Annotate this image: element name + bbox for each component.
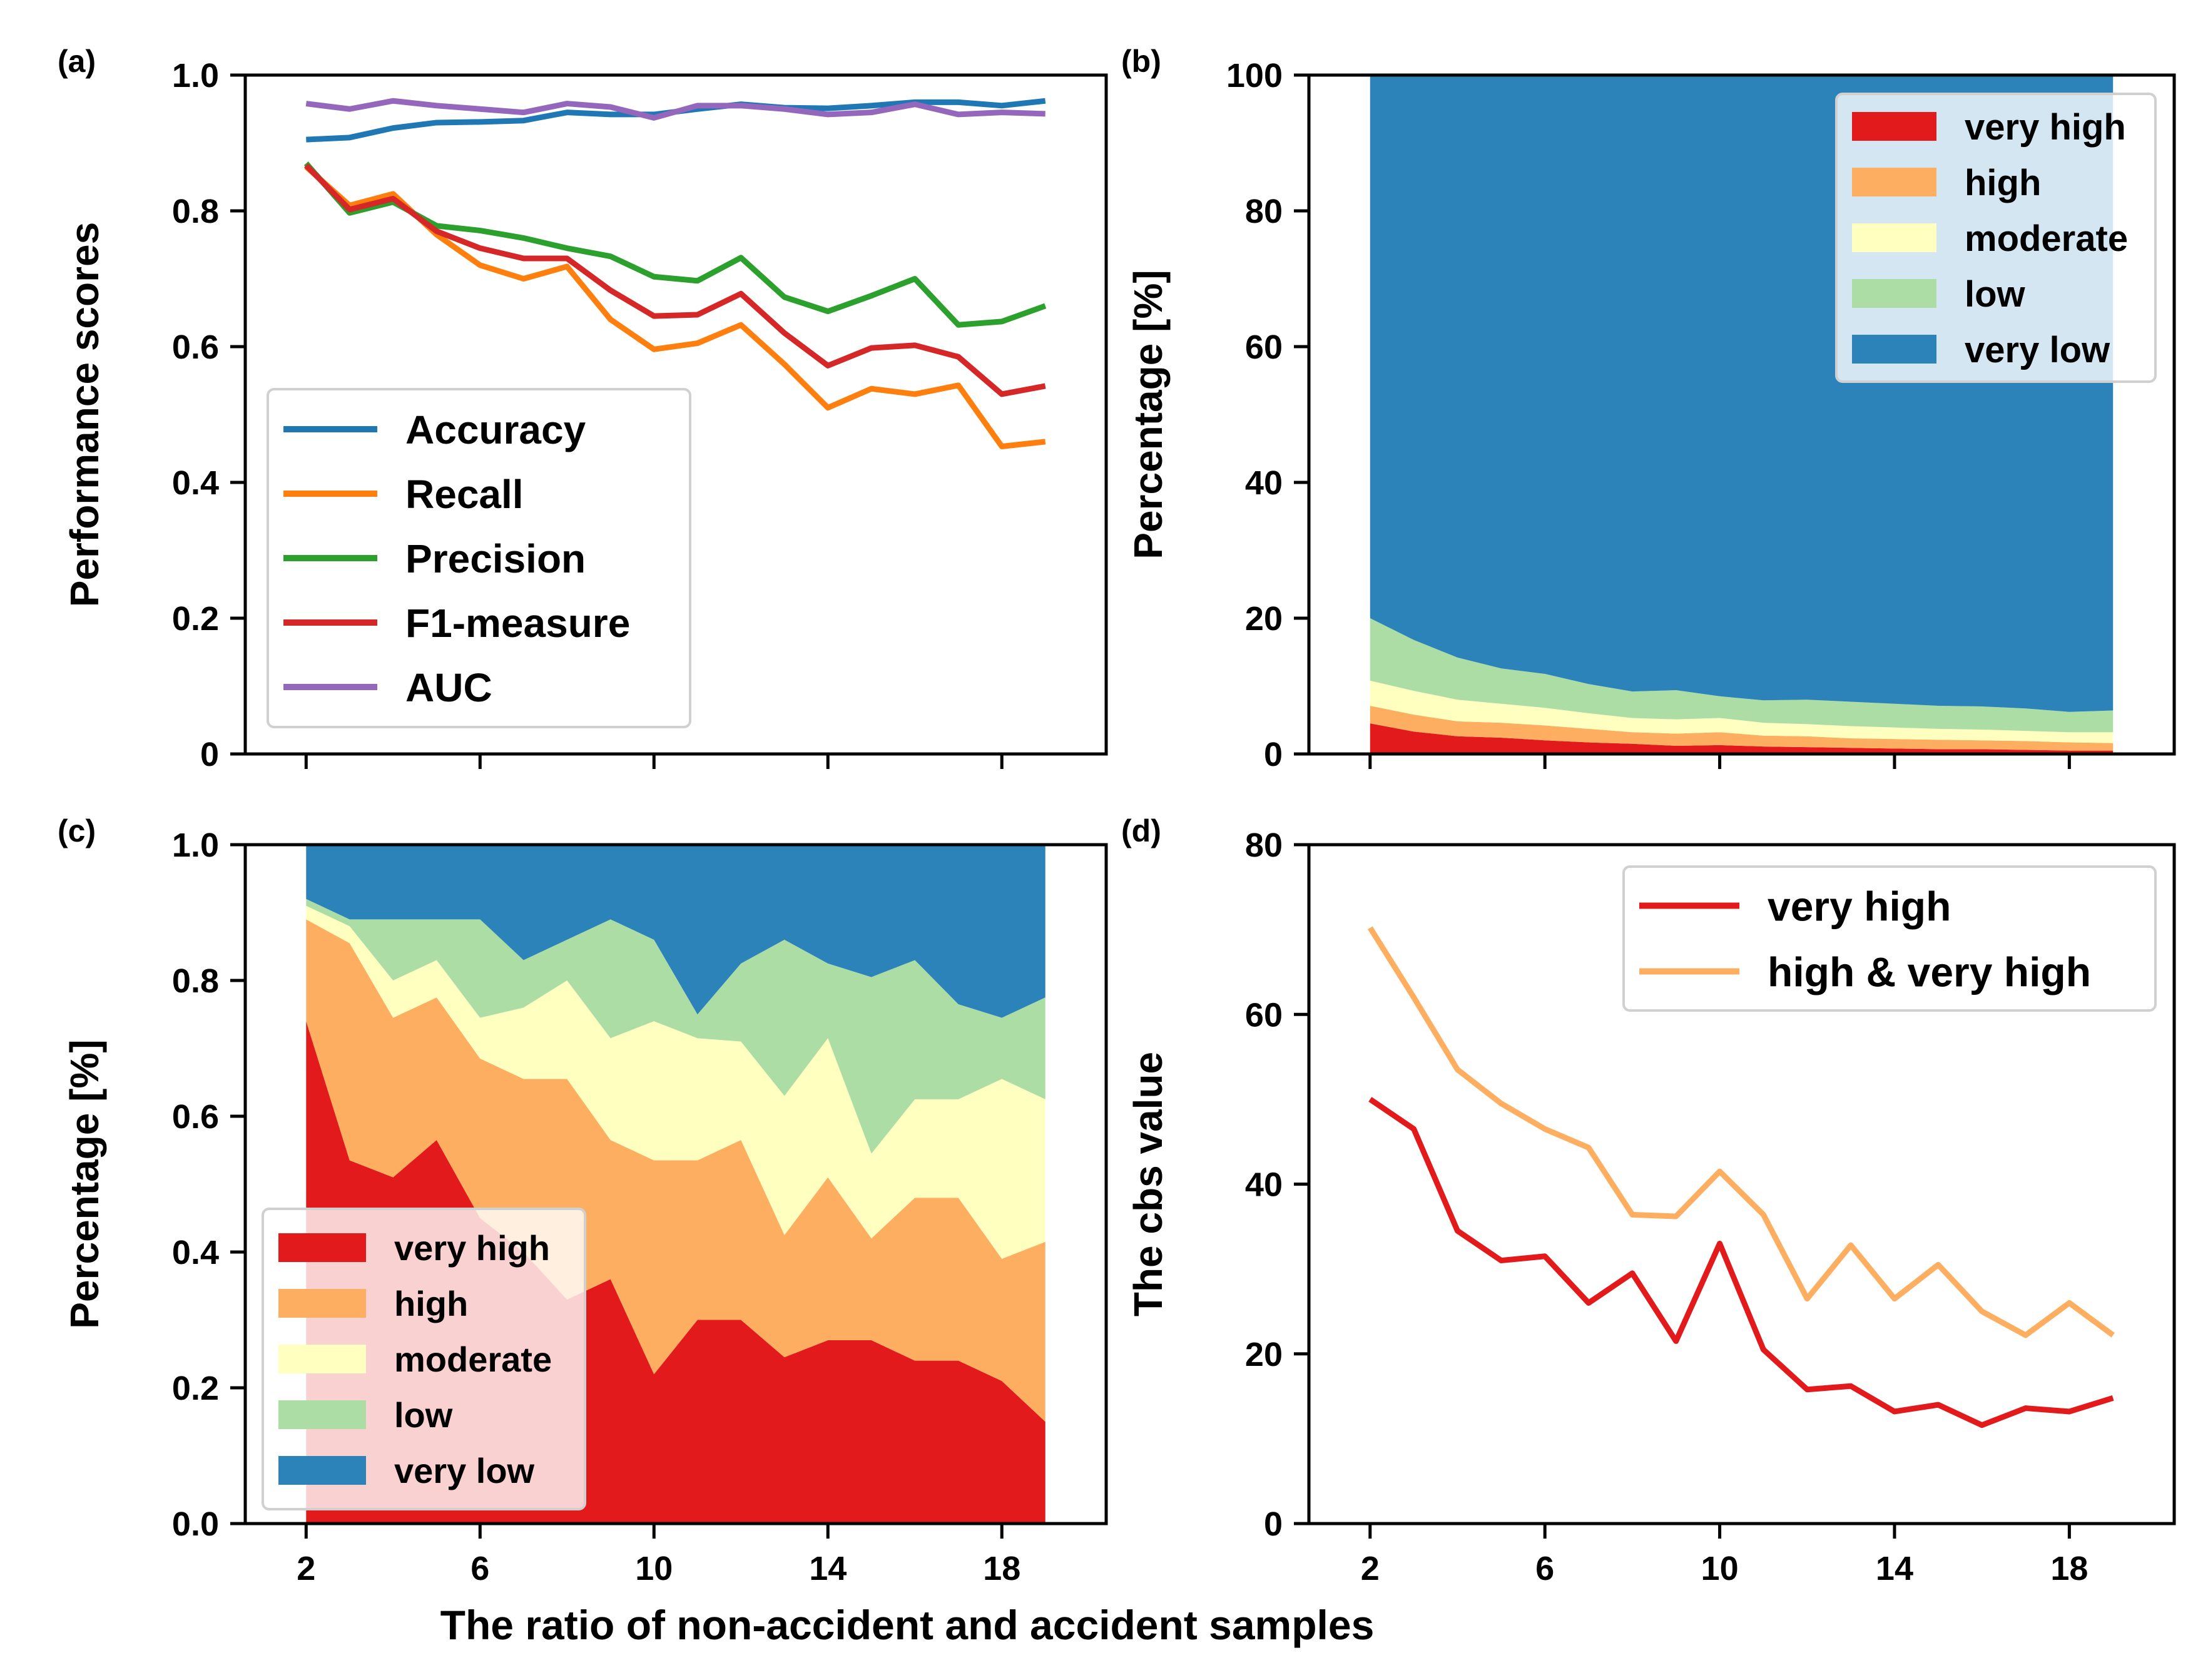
legend-swatch-high-panel-c	[278, 1289, 366, 1318]
x-tick-label-panel-d: 6	[1535, 1550, 1554, 1587]
x-tick-label-panel-c: 18	[983, 1550, 1020, 1587]
y-tick-label-panel-d: 0	[1264, 1505, 1283, 1543]
legend-label-panel-c: very low	[394, 1451, 535, 1490]
legend-label-panel-a: Precision	[405, 536, 586, 581]
legend-box-panel-a	[267, 388, 691, 728]
legend-label-panel-c: very high	[394, 1228, 550, 1268]
panel-label-a: (a)	[58, 44, 96, 79]
y-tick-label-panel-c: 0.6	[172, 1098, 219, 1136]
y-tick-label-panel-b: 60	[1245, 328, 1283, 366]
x-tick-label-panel-c: 2	[297, 1550, 315, 1587]
legend-label-panel-c: high	[394, 1284, 468, 1323]
area-very-high-panel-b	[1370, 723, 2114, 754]
panels-group: 0 0.2 0.4 0.6 0.8 1.0 Performance scores (a) Acc…	[58, 44, 2176, 1587]
legend-label-panel-c: low	[394, 1395, 453, 1435]
legend-label-panel-b: very low	[1965, 330, 2110, 370]
area-low-panel-b	[1370, 618, 2114, 733]
y-tick-label-panel-a: 1.0	[172, 57, 219, 94]
y-tick-label-panel-a: 0.8	[172, 193, 219, 230]
x-tick-label-panel-d: 10	[1701, 1550, 1739, 1587]
x-tick-label-panel-c: 14	[809, 1550, 847, 1587]
axes-frame-panel-b	[1307, 73, 2176, 756]
panel-b: 0 20 40 60 80 100 Percentage [%] (b) very high hi…	[1121, 44, 2176, 773]
legend-swatch-low-panel-b	[1852, 279, 1936, 308]
legend-label-panel-b: very high	[1965, 107, 2126, 148]
legend-label-panel-c: moderate	[394, 1340, 552, 1379]
legend-box-panel-c	[262, 1208, 586, 1510]
panel-label-c: (c)	[58, 813, 96, 848]
legend-box-panel-d	[1622, 865, 2157, 1012]
y-axis-label-panel-b: Percentage [%]	[1126, 270, 1171, 559]
y-tick-label-panel-a: 0	[200, 736, 219, 773]
x-tick-label-panel-d: 14	[1876, 1550, 1913, 1587]
y-tick-label-panel-b: 0	[1264, 736, 1283, 773]
y-tick-label-panel-b: 40	[1245, 464, 1283, 502]
y-tick-label-panel-d: 80	[1245, 827, 1283, 864]
legend-swatch-moderate-panel-b	[1852, 223, 1936, 252]
line-precision-panel-a	[303, 161, 1047, 328]
line-high-very-high-panel-d	[1367, 926, 2115, 1338]
panel-c: 2 6 10 14 18 0.0 0.2 0.4 0.6 0.8 1.0 Percentage [%]…	[58, 813, 1108, 1587]
y-tick-label-panel-c: 0.8	[172, 962, 219, 1000]
legend-swatch-very-high-panel-b	[1852, 112, 1936, 141]
legend-label-panel-a: Recall	[405, 472, 524, 517]
y-tick-label-panel-d: 60	[1245, 996, 1283, 1034]
legend-panel-b: very high high moderate low very low	[1835, 93, 2157, 383]
area-moderate-panel-c	[306, 905, 1045, 1259]
y-axis-label-panel-c: Percentage [%]	[62, 1039, 107, 1328]
legend-box-panel-b	[1835, 93, 2157, 383]
area-very-low-panel-c	[306, 845, 1045, 1018]
legend-label-panel-d: high & very high	[1768, 949, 2091, 995]
x-tick-label-panel-d: 2	[1361, 1550, 1380, 1587]
y-tick-label-panel-a: 0.6	[172, 328, 219, 366]
area-high-panel-c	[306, 919, 1045, 1422]
legend-label-panel-b: low	[1965, 274, 2026, 315]
panel-a: 0 0.2 0.4 0.6 0.8 1.0 Performance scores (a) Acc…	[58, 44, 1108, 773]
x-tick-label-panel-c: 10	[635, 1550, 673, 1587]
legend-swatch-very-low-panel-c	[278, 1456, 366, 1485]
panel-label-d: (d)	[1121, 813, 1161, 848]
legend-label-panel-a: AUC	[405, 665, 492, 710]
x-tick-label-panel-c: 6	[471, 1550, 489, 1587]
line-auc-panel-a	[305, 98, 1045, 121]
y-tick-label-panel-c: 1.0	[172, 827, 219, 864]
legend-label-panel-a: Accuracy	[405, 407, 586, 452]
legend-panel-d: very high high & very high	[1622, 865, 2157, 1012]
area-high-panel-b	[1370, 705, 2114, 751]
area-low-panel-c	[306, 899, 1045, 1154]
legend-label-panel-b: moderate	[1965, 218, 2128, 259]
legend-label-panel-d: very high	[1768, 883, 1951, 929]
y-tick-label-panel-d: 40	[1245, 1166, 1283, 1204]
y-tick-label-panel-b: 80	[1245, 193, 1283, 230]
legend-swatch-low-panel-c	[278, 1400, 366, 1429]
y-tick-label-panel-c: 0.2	[172, 1370, 219, 1407]
y-tick-label-panel-d: 20	[1245, 1336, 1283, 1373]
area-moderate-panel-b	[1370, 680, 2114, 743]
legend-swatch-very-high-panel-c	[278, 1233, 366, 1262]
legend-swatch-very-low-panel-b	[1852, 335, 1936, 364]
y-tick-label-panel-a: 0.4	[172, 464, 219, 502]
axes-frame-panel-a	[243, 73, 1108, 756]
legend-panel-c: very high high moderate low very low	[262, 1208, 586, 1510]
y-axis-label-panel-d: The cbs value	[1126, 1052, 1171, 1316]
panel-d: 2 6 10 14 18 0 20 40 60 80 The cbs value (d) very hi…	[1121, 813, 2176, 1587]
legend-panel-a: Accuracy Recall Precision F1-measure AUC	[267, 388, 691, 728]
legend-swatch-moderate-panel-c	[278, 1345, 366, 1373]
y-tick-label-panel-b: 20	[1245, 600, 1283, 638]
y-tick-label-panel-c: 0.4	[172, 1234, 219, 1271]
y-axis-label-panel-a: Performance scores	[62, 222, 107, 607]
y-tick-label-panel-a: 0.2	[172, 600, 219, 638]
figure-x-axis-label: The ratio of non-accident and accident s…	[440, 1602, 1375, 1648]
x-tick-label-panel-d: 18	[2050, 1550, 2088, 1587]
panel-label-b: (b)	[1121, 44, 1161, 79]
y-tick-label-panel-b: 100	[1226, 57, 1283, 94]
legend-label-panel-a: F1-measure	[405, 601, 630, 646]
legend-label-panel-b: high	[1965, 163, 2041, 203]
legend-swatch-high-panel-b	[1852, 168, 1936, 196]
line-very-high-panel-d	[1368, 1097, 2114, 1428]
axes-frame-panel-c	[243, 843, 1108, 1525]
y-tick-label-panel-c: 0.0	[172, 1505, 219, 1543]
line-f1-measure-panel-a	[304, 163, 1046, 397]
